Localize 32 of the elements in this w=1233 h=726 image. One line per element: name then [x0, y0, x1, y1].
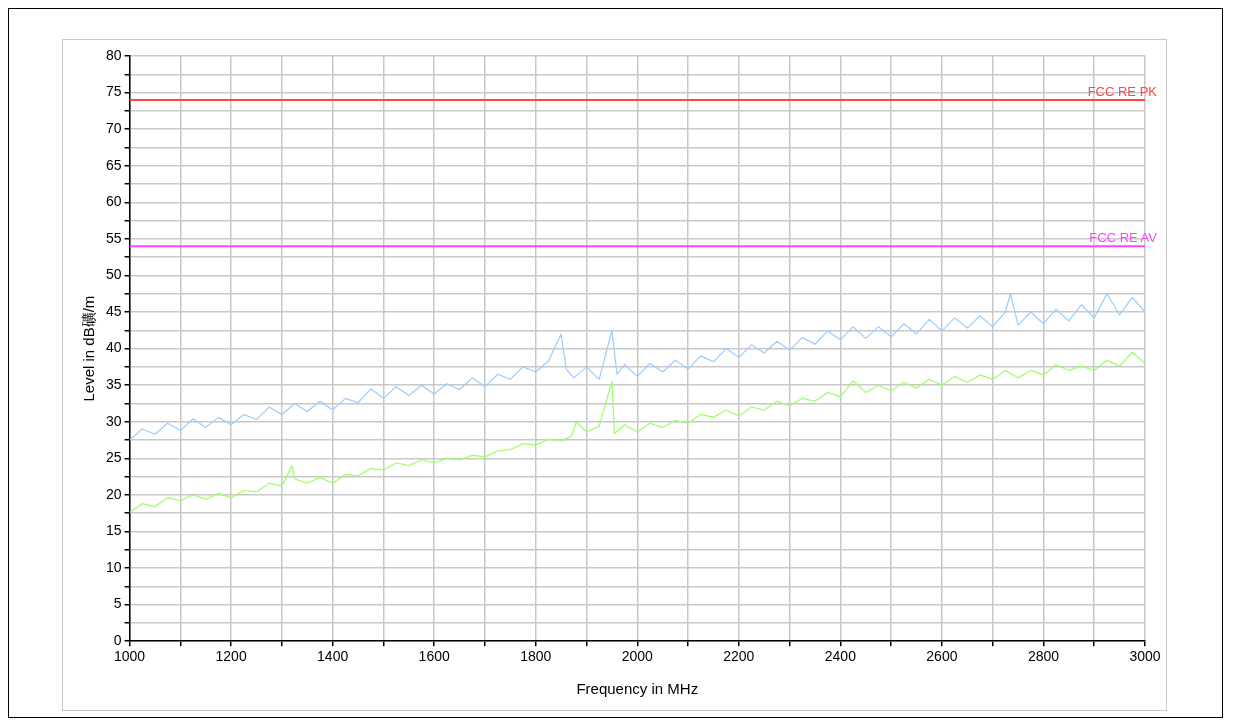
- y-tick-label: 80: [105, 46, 122, 63]
- y-tick-label: 30: [105, 412, 122, 429]
- y-tick-label: 10: [105, 558, 122, 575]
- x-tick-label: 2200: [723, 648, 755, 665]
- y-tick-label: 40: [105, 339, 122, 356]
- y-tick-label: 15: [105, 522, 122, 539]
- y-tick-label: 25: [105, 449, 122, 466]
- y-tick-label: 60: [105, 193, 122, 210]
- y-tick-label: 50: [105, 266, 122, 283]
- y-tick-label: 5: [113, 595, 122, 612]
- y-tick-label: 70: [105, 120, 122, 137]
- y-axis-title: Level in dB礦/m: [80, 295, 98, 402]
- y-tick-label: 75: [105, 83, 122, 100]
- x-tick-label: 2800: [1027, 648, 1060, 665]
- x-axis-title: Frequency in MHz: [576, 680, 699, 698]
- y-tick-label: 0: [113, 632, 122, 649]
- x-tick-label: 1400: [317, 648, 349, 665]
- ref-line-label: FCC RE PK: [1087, 83, 1158, 99]
- x-tick-label: 3000: [1129, 648, 1161, 665]
- y-tick-label: 35: [105, 376, 122, 393]
- y-tick-label: 55: [105, 229, 122, 246]
- x-tick-label: 2000: [621, 648, 654, 665]
- x-tick-label: 1200: [215, 648, 247, 665]
- x-tick-label: 2600: [926, 648, 958, 665]
- x-tick-label: 1600: [418, 648, 450, 665]
- x-tick-label: 2400: [824, 648, 857, 665]
- y-tick-label: 65: [105, 156, 122, 173]
- y-tick-label: 45: [105, 302, 122, 319]
- ref-line-label: FCC RE AV: [1089, 230, 1158, 246]
- x-tick-label: 1800: [520, 648, 552, 665]
- x-tick-label: 1000: [113, 648, 146, 665]
- y-tick-label: 20: [105, 485, 122, 502]
